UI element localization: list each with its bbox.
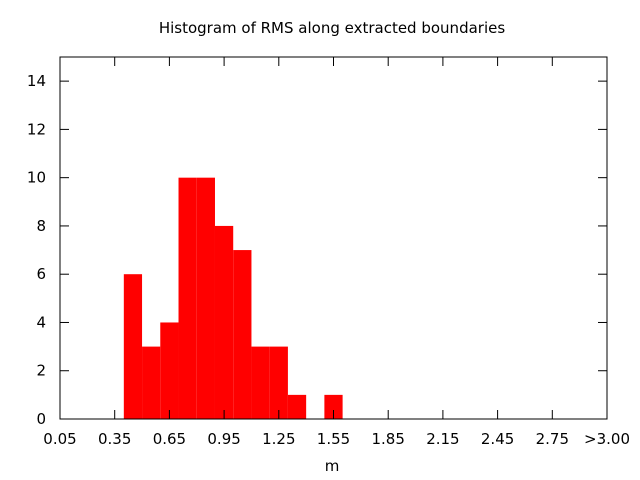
histogram-bar xyxy=(324,394,343,419)
y-tick-label: 10 xyxy=(27,169,46,187)
x-tick-label: 0.35 xyxy=(98,430,131,448)
y-tick-label: 6 xyxy=(36,265,46,283)
y-tick-label: 2 xyxy=(36,362,46,380)
y-tick-label: 8 xyxy=(36,217,46,235)
histogram-bar xyxy=(251,346,270,419)
histogram-bar xyxy=(123,274,143,419)
histogram-bar xyxy=(233,250,252,419)
histogram-bar xyxy=(178,177,197,419)
y-tick-label: 14 xyxy=(27,72,46,90)
histogram-bar xyxy=(214,225,234,419)
histogram-bar xyxy=(196,177,215,419)
histogram-bar xyxy=(287,394,307,419)
x-tick-label: 2.15 xyxy=(426,430,459,448)
histogram-bar xyxy=(142,346,161,419)
x-tick-label: 0.95 xyxy=(207,430,240,448)
x-axis-label: m xyxy=(325,457,340,475)
x-tick-label: 0.65 xyxy=(153,430,186,448)
x-tick-label: 1.85 xyxy=(371,430,404,448)
histogram-bar xyxy=(160,322,179,419)
y-tick-label: 0 xyxy=(36,410,46,428)
x-tick-label: >3.00 xyxy=(584,430,630,448)
chart-title: Histogram of RMS along extracted boundar… xyxy=(159,19,506,37)
x-tick-label: 1.55 xyxy=(317,430,350,448)
y-tick-label: 12 xyxy=(27,120,46,138)
plot-frame xyxy=(59,56,608,420)
x-tick-label: 2.75 xyxy=(536,430,569,448)
histogram-bar xyxy=(269,346,288,419)
ticks-group: 0 2 4 6 8 10 12 14 0.05 0.35 0.65 0.95 1.25 1.55 1.85 2… xyxy=(27,57,630,448)
x-tick-label: 0.05 xyxy=(43,430,76,448)
x-tick-label: 1.25 xyxy=(262,430,295,448)
bars-group xyxy=(123,177,343,419)
x-tick-label: 2.45 xyxy=(481,430,514,448)
y-tick-label: 4 xyxy=(36,313,46,331)
